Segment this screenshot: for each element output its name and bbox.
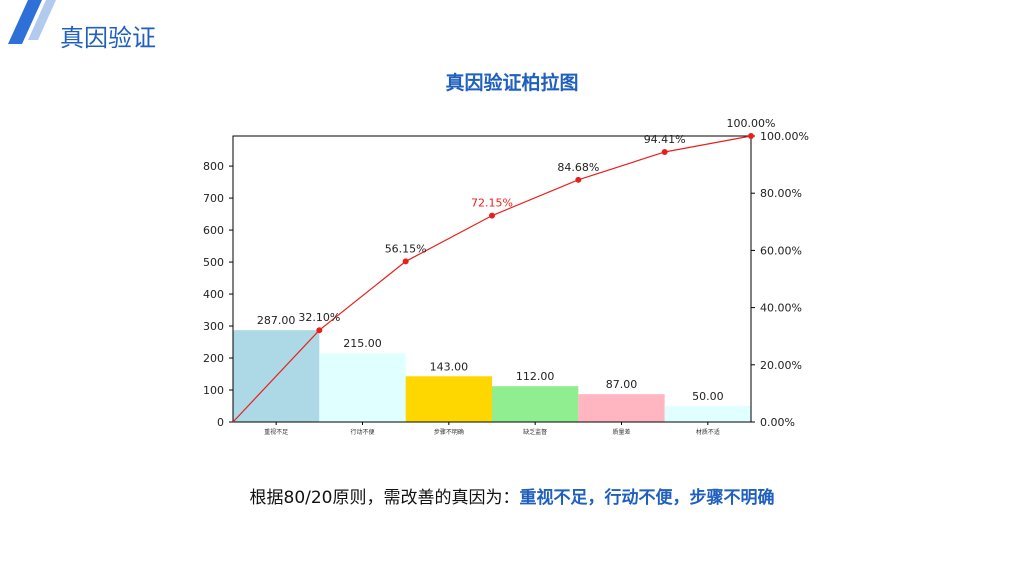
- cumulative-label: 84.68%: [557, 161, 599, 174]
- cumulative-point: [748, 133, 754, 139]
- cumulative-label: 56.15%: [385, 242, 427, 255]
- x-tick-label: 行动不便: [350, 428, 374, 436]
- chart-title: 真因验证柏拉图: [445, 72, 579, 94]
- left-tick-label: 600: [203, 224, 224, 237]
- right-tick-label: 40.00%: [760, 302, 802, 315]
- conclusion-highlight: 重视不足，行动不便，步骤不明确: [519, 488, 775, 508]
- page-title: 真因验证: [60, 24, 156, 52]
- x-tick-label: 质量差: [612, 428, 630, 436]
- bar: [578, 394, 665, 422]
- bar-value-label: 215.00: [343, 337, 382, 350]
- right-tick-label: 20.00%: [760, 359, 802, 372]
- right-tick-label: 0.00%: [760, 416, 795, 429]
- right-tick-label: 100.00%: [760, 130, 809, 143]
- left-tick-label: 100: [203, 384, 224, 397]
- x-tick-label: 缺乏监督: [523, 428, 547, 436]
- cumulative-point: [489, 212, 495, 219]
- plot-frame: [232, 135, 752, 423]
- conclusion-prefix: 根据80/20原则，需改善的真因为：: [249, 488, 520, 508]
- bar: [319, 353, 406, 422]
- cumulative-point: [661, 148, 668, 155]
- left-tick-label: 400: [203, 288, 224, 301]
- bar-value-label: 287.00: [257, 314, 296, 327]
- left-tick-label: 700: [203, 192, 224, 205]
- x-tick-label: 步骤不明确: [434, 428, 464, 436]
- cumulative-point: [575, 176, 582, 183]
- left-tick-label: 200: [203, 352, 224, 365]
- left-tick-label: 0: [217, 416, 224, 429]
- bar: [492, 386, 579, 422]
- bar: [405, 376, 492, 422]
- cumulative-label: 94.41%: [644, 133, 686, 146]
- cumulative-point: [402, 258, 409, 265]
- bar-value-label: 143.00: [430, 360, 469, 373]
- bar: [664, 406, 751, 422]
- right-tick-label: 60.00%: [760, 244, 802, 257]
- cumulative-point: [316, 327, 323, 334]
- left-tick-label: 300: [203, 320, 224, 333]
- corner-stripe-decoration: [8, 0, 56, 44]
- right-tick-label: 80.00%: [760, 187, 802, 200]
- x-tick-label: 重视不足: [264, 428, 288, 436]
- left-tick-label: 800: [203, 160, 224, 173]
- bar-value-label: 112.00: [516, 370, 555, 383]
- x-tick-label: 材质不适: [696, 428, 720, 436]
- left-tick-label: 500: [203, 256, 224, 269]
- pareto-chart: 0 100 200 300 400 500 600 700 800 0.00% 20.00% 40.0…: [203, 117, 809, 436]
- conclusion-text: 根据80/20原则，需改善的真因为：重视不足，行动不便，步骤不明确: [0, 483, 1024, 508]
- cumulative-label: 100.00%: [727, 117, 776, 130]
- cumulative-label: 32.10%: [298, 311, 340, 324]
- cumulative-label: 72.15%: [471, 197, 513, 210]
- bar-value-label: 50.00: [692, 390, 724, 403]
- bar-value-label: 87.00: [606, 378, 638, 391]
